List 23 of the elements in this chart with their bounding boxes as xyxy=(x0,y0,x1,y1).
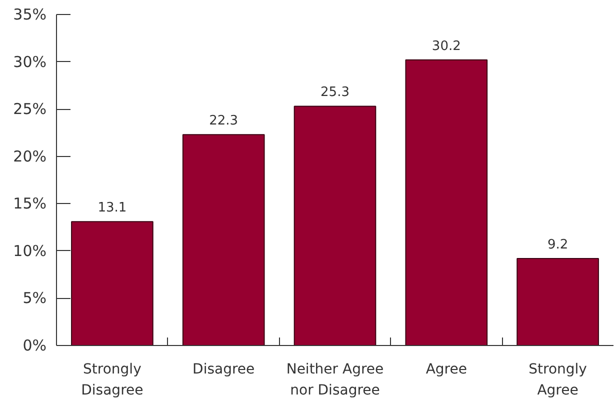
bar xyxy=(405,59,488,346)
x-tick-label: Agree xyxy=(426,362,467,378)
bar xyxy=(294,106,376,346)
bar xyxy=(71,221,154,346)
y-tick-label: 5% xyxy=(22,289,46,308)
y-tick-label: 15% xyxy=(13,194,47,213)
y-tick-label: 35% xyxy=(13,6,47,24)
y-tick-label: 25% xyxy=(13,100,47,118)
data-label: 25.3 xyxy=(320,85,350,100)
y-tick-label: 10% xyxy=(13,242,47,260)
data-label: 13.1 xyxy=(98,200,127,216)
data-label: 22.3 xyxy=(209,114,238,129)
x-tick-label: Strongly Agree xyxy=(528,362,587,398)
y-tick-label: 0% xyxy=(22,336,46,354)
bar xyxy=(516,258,599,346)
x-tick-label: Disagree xyxy=(192,362,255,378)
x-tick-label: Neither Agree nor Disagree xyxy=(286,362,384,398)
data-label: 30.2 xyxy=(432,38,461,54)
x-tick-label: Strongly Disagree xyxy=(81,362,144,398)
bar xyxy=(182,134,265,346)
y-tick-label: 20% xyxy=(13,147,47,166)
data-label: 9.2 xyxy=(547,237,568,252)
y-tick-label: 30% xyxy=(13,52,47,71)
